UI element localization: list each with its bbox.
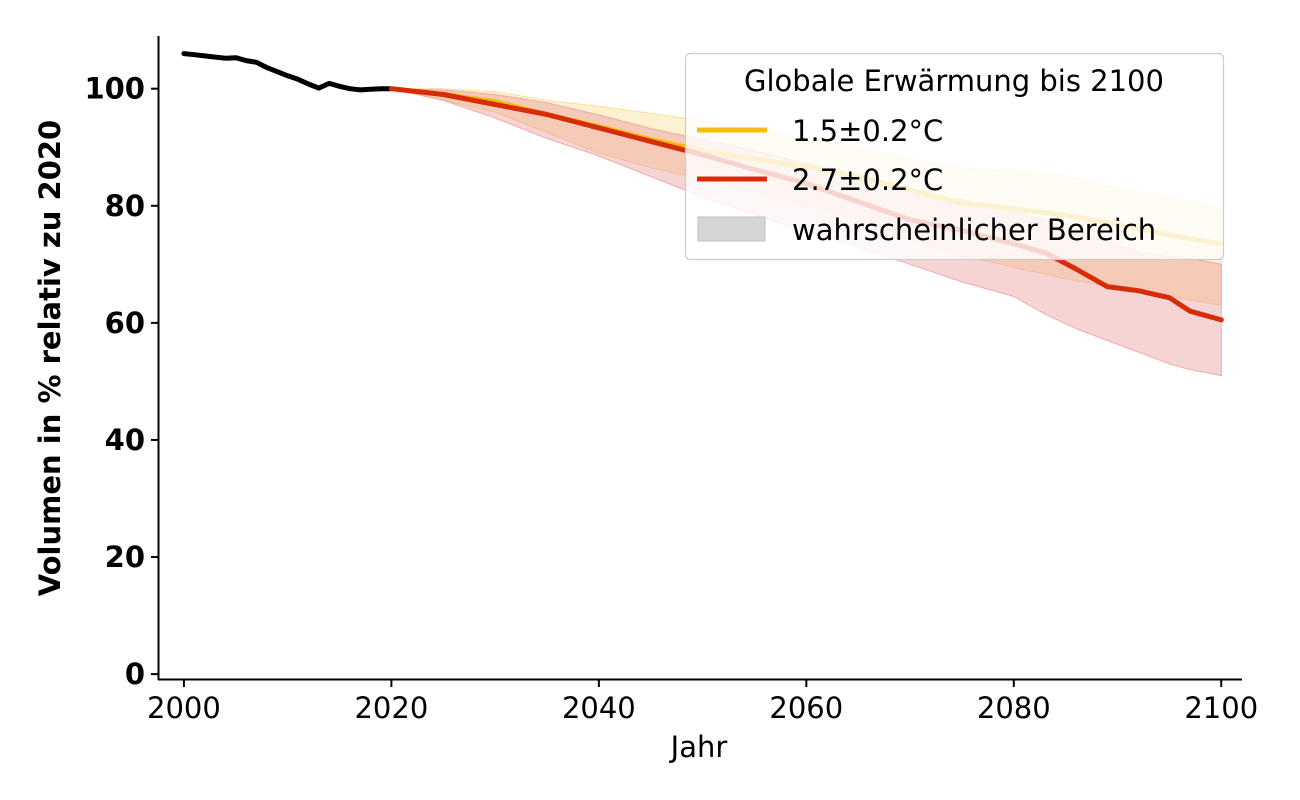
y-tick-label: 60 [105, 306, 145, 340]
legend-label-1-5: 1.5±0.2°C [792, 114, 943, 148]
x-tick-label: 2080 [977, 691, 1051, 725]
y-axis-title: Volumen in % relativ zu 2020 [33, 120, 67, 596]
x-tick-label: 2060 [769, 691, 843, 725]
x-axis-title: Jahr [669, 730, 728, 764]
legend-frame [684, 52, 1225, 261]
x-tick-label: 2020 [354, 691, 428, 725]
legend-title: Globale Erwärmung bis 2100 [744, 64, 1164, 98]
x-tick-label: 2040 [562, 691, 636, 725]
y-tick-label: 40 [105, 423, 145, 457]
x-tick-label: 2000 [147, 691, 221, 725]
legend-label-range: wahrscheinlicher Bereich [792, 213, 1156, 247]
legend: Globale Erwärmung bis 2100 1.5±0.2°C 2.7… [684, 52, 1225, 261]
x-ticks: 2000 2020 2040 2060 2080 2100 [147, 680, 1258, 725]
y-tick-label: 80 [105, 189, 145, 223]
x-tick-label: 2100 [1184, 691, 1258, 725]
y-ticks: 0 20 40 60 80 100 [84, 72, 158, 691]
historical-line [181, 51, 394, 93]
y-tick-label: 0 [125, 657, 145, 691]
legend-label-2-7: 2.7±0.2°C [792, 163, 943, 197]
legend-swatch-range [697, 216, 766, 242]
y-tick-label: 20 [105, 540, 145, 574]
y-tick-label: 100 [84, 72, 145, 106]
